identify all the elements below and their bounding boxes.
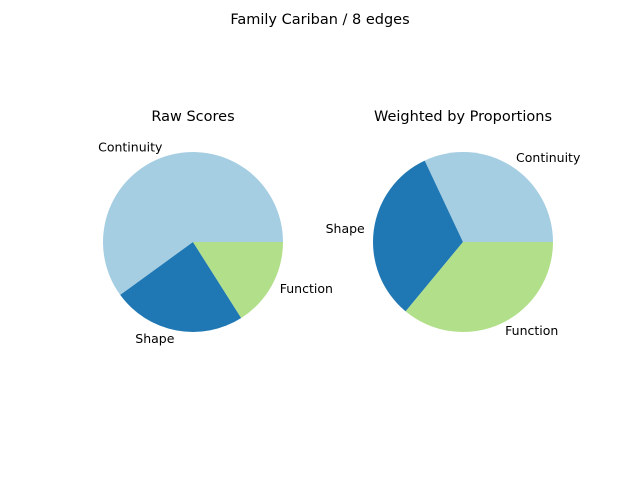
pie-labels-raw-scores: Continuity Shape Function xyxy=(98,139,333,345)
pie-slice-weighted-shape xyxy=(372,160,463,312)
pie-slice-raw-scores-continuity xyxy=(102,151,283,295)
pie-label-raw-scores-continuity: Continuity xyxy=(98,139,163,154)
pie-label-raw-scores-function: Function xyxy=(280,281,333,296)
pie-slice-raw-scores-function xyxy=(193,242,283,318)
pie-slice-raw-scores-shape xyxy=(120,242,242,332)
pie-label-weighted-shape: Shape xyxy=(326,221,365,236)
pie-chart-weighted: Weighted by Proportions Continuity Shape F… xyxy=(326,109,581,338)
pie-label-weighted-continuity: Continuity xyxy=(516,150,581,165)
figure-suptitle: Family Cariban / 8 edges xyxy=(230,12,409,28)
pie-slice-weighted-function xyxy=(405,242,553,333)
pie-slices-weighted xyxy=(372,152,553,333)
pie-title-raw-scores: Raw Scores xyxy=(151,109,234,125)
pie-slices-raw-scores xyxy=(102,151,283,332)
pie-label-raw-scores-shape: Shape xyxy=(135,331,174,346)
pie-slice-weighted-continuity xyxy=(424,152,553,242)
pie-chart-raw-scores: Raw Scores Continuity Shape Function xyxy=(98,109,333,346)
pie-title-weighted: Weighted by Proportions xyxy=(374,109,552,125)
pie-label-weighted-function: Function xyxy=(505,323,558,338)
pie-labels-weighted: Continuity Shape Function xyxy=(326,150,581,338)
